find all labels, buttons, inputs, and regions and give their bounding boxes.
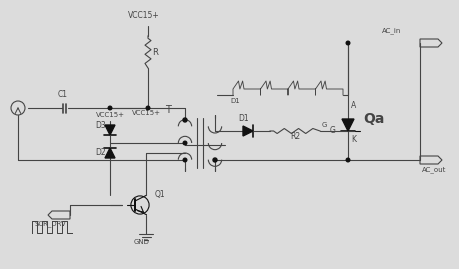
- Circle shape: [183, 141, 186, 145]
- Circle shape: [183, 118, 187, 122]
- Polygon shape: [105, 148, 115, 158]
- Circle shape: [346, 41, 349, 45]
- Text: D1: D1: [230, 98, 239, 104]
- Text: Qa: Qa: [362, 112, 384, 126]
- Text: T: T: [165, 105, 170, 115]
- Text: R: R: [151, 48, 157, 56]
- Polygon shape: [105, 125, 115, 135]
- Text: VCC15+: VCC15+: [95, 112, 124, 118]
- Polygon shape: [242, 126, 252, 136]
- Text: AC_in: AC_in: [381, 27, 401, 34]
- Circle shape: [213, 158, 217, 162]
- Text: A: A: [350, 101, 355, 110]
- Text: Q1: Q1: [155, 190, 165, 199]
- Circle shape: [183, 158, 186, 162]
- Text: VCC15+: VCC15+: [131, 110, 160, 116]
- Text: C1: C1: [58, 90, 68, 99]
- Text: D3: D3: [95, 121, 106, 130]
- Text: G: G: [329, 126, 335, 135]
- Text: K: K: [350, 135, 355, 144]
- Circle shape: [146, 106, 150, 110]
- Text: D1: D1: [237, 114, 248, 123]
- Text: VCC15+: VCC15+: [128, 11, 160, 20]
- Circle shape: [108, 106, 112, 110]
- Circle shape: [346, 158, 349, 162]
- Polygon shape: [341, 119, 353, 131]
- Text: D2: D2: [95, 148, 106, 157]
- Text: G: G: [321, 122, 327, 128]
- Text: GND: GND: [133, 239, 149, 245]
- Text: R2: R2: [289, 132, 299, 141]
- Text: AC_out: AC_out: [421, 166, 445, 173]
- Text: SCR_DRV: SCR_DRV: [34, 220, 66, 227]
